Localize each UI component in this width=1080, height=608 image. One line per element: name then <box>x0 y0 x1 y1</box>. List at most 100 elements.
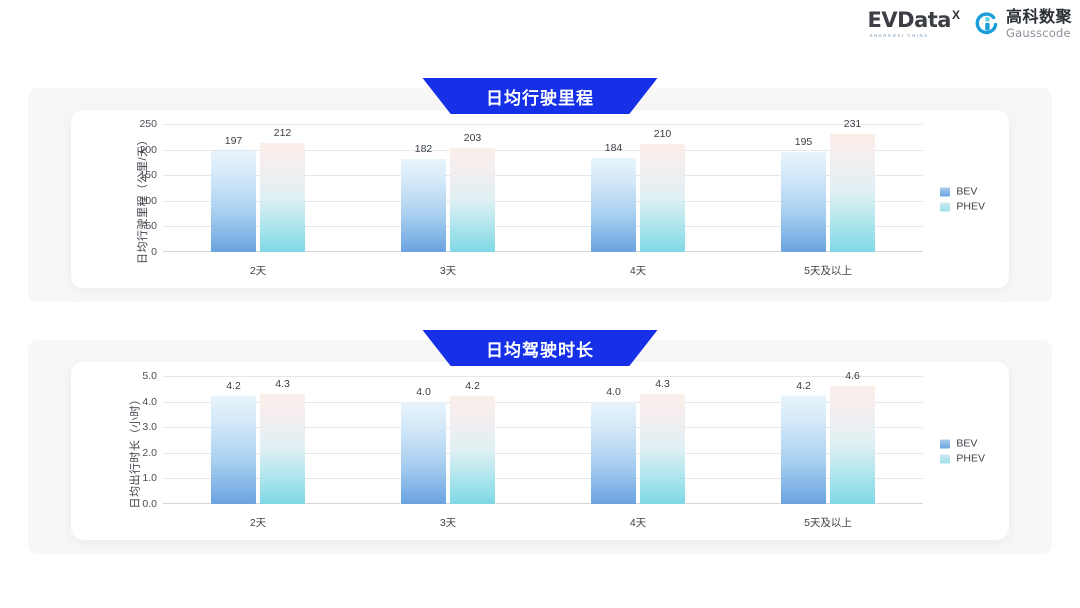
chart-mileage-group: 184 210 4天 <box>543 124 733 277</box>
chart-mileage-ytick: 50 <box>145 220 157 233</box>
chart-mileage-group: 197 212 2天 <box>163 124 353 277</box>
chart-mileage-gridline <box>163 149 923 151</box>
chart-duration-bar-bev: 4.0 <box>401 386 446 504</box>
chart-mileage-bar-bev: 182 <box>401 143 446 252</box>
chart-mileage-xtick: 2天 <box>249 265 267 277</box>
chart-duration-bar-value: 4.2 <box>226 380 241 393</box>
page-header: EV Data X SHANGHAI CHINA 高科数聚 Gausscode <box>0 0 1080 58</box>
chart-duration-group: 4.0 4.2 3天 <box>353 376 543 529</box>
chart-duration-legend-item-phev[interactable]: PHEV <box>940 453 985 465</box>
evdata-superscript-x: X <box>951 8 960 23</box>
chart-duration-bar-value: 4.2 <box>465 380 480 393</box>
chart-duration-xtick: 4天 <box>629 517 647 529</box>
chart-mileage-bar-phev: 210 <box>640 128 685 252</box>
legend-label: PHEV <box>956 452 985 465</box>
chart-duration-bar-phev: 4.3 <box>260 378 305 504</box>
section-duration-panel: 日均出行时长（小时） 0.0 1.0 2.0 3.0 4.0 5.0 4.2 4.3 2天 4.0… <box>28 340 1052 554</box>
chart-duration-ytick: 0.0 <box>142 498 157 510</box>
chart-mileage-ytick: 100 <box>139 194 157 207</box>
chart-mileage-bar-phev: 203 <box>450 132 495 252</box>
chart-mileage-group: 182 203 3天 <box>353 124 543 277</box>
chart-mileage-bar-value: 203 <box>463 132 482 145</box>
chart-mileage-group: 195 231 5天及以上 <box>733 118 923 277</box>
legend-label: PHEV <box>956 200 985 213</box>
chart-mileage-legend: BEV PHEV <box>940 186 985 213</box>
chart-duration-bar-value: 4.3 <box>655 377 670 390</box>
chart-duration-ytick: 3.0 <box>142 421 157 434</box>
chart-duration-bar-bev: 4.2 <box>211 380 256 504</box>
banner-duration: 日均驾驶时长 <box>422 330 658 366</box>
chart-duration-ytick: 5.0 <box>142 370 157 382</box>
chart-duration-bar-bev: 4.0 <box>591 386 636 504</box>
logo-group: EV Data X SHANGHAI CHINA 高科数聚 Gausscode <box>867 8 1072 39</box>
chart-mileage-ytick: 250 <box>139 118 157 130</box>
chart-mileage: 日均行驶里程（公里/天） 0 50 100 150 200 250 197 212 2天 182 2… <box>71 110 1009 288</box>
chart-duration-ytick: 2.0 <box>142 446 157 459</box>
chart-duration-xtick: 5天及以上 <box>804 517 852 529</box>
legend-swatch-icon <box>940 454 951 463</box>
section-duration-card: 日均出行时长（小时） 0.0 1.0 2.0 3.0 4.0 5.0 4.2 4.3 2天 4.0… <box>71 362 1009 540</box>
chart-mileage-ytick: 0 <box>151 246 157 258</box>
evdata-subtitle: SHANGHAI CHINA <box>869 33 929 39</box>
chart-duration-gridline <box>163 376 923 377</box>
chart-mileage-ytick: 150 <box>139 169 157 182</box>
chart-mileage-bar-value: 197 <box>224 135 243 148</box>
chart-mileage-bar-value: 210 <box>653 128 672 141</box>
chart-duration-legend-item-bev[interactable]: BEV <box>940 438 985 450</box>
chart-mileage-gridline <box>163 226 923 228</box>
chart-duration-gridline <box>163 452 923 454</box>
chart-mileage-bar-value: 231 <box>843 117 862 130</box>
chart-duration-bar-value: 4.2 <box>796 380 811 393</box>
chart-duration-group: 4.0 4.3 4天 <box>543 376 733 529</box>
chart-mileage-legend-item-phev[interactable]: PHEV <box>940 201 985 213</box>
legend-swatch-icon <box>940 439 951 448</box>
chart-mileage-bar-value: 184 <box>604 141 623 154</box>
chart-duration-gridline <box>163 478 923 480</box>
chart-duration: 日均出行时长（小时） 0.0 1.0 2.0 3.0 4.0 5.0 4.2 4.3 2天 4.0… <box>71 362 1009 540</box>
section-mileage-panel: 日均行驶里程（公里/天） 0 50 100 150 200 250 197 212 2天 182 2… <box>28 88 1052 302</box>
chart-duration-plot: 0.0 1.0 2.0 3.0 4.0 5.0 4.2 4.3 2天 4.0 4.2 3天 4.0 4.3… <box>142 370 923 529</box>
chart-mileage-xtick: 3天 <box>439 265 457 277</box>
gausscode-mark-icon <box>973 11 1000 38</box>
legend-swatch-icon <box>940 187 951 196</box>
chart-mileage-bar-value: 195 <box>794 136 813 149</box>
evdata-ev-text: EV <box>867 8 898 33</box>
evdata-wordmark: EV Data X <box>867 8 960 33</box>
evdata-data-text: Data <box>897 8 951 33</box>
chart-duration-group: 4.2 4.3 2天 <box>163 376 353 529</box>
chart-mileage-gridline <box>163 175 923 177</box>
chart-mileage-bar-phev: 231 <box>830 118 875 252</box>
chart-mileage-gridline <box>163 251 923 252</box>
gausscode-chinese-name: 高科数聚 <box>1005 9 1072 26</box>
gausscode-logo: 高科数聚 Gausscode <box>973 9 1072 39</box>
chart-duration-bar-value: 4.0 <box>416 385 431 398</box>
chart-duration-bar-bev: 4.2 <box>781 380 826 504</box>
chart-duration-bar-phev: 4.2 <box>450 380 495 504</box>
chart-duration-gridline <box>163 427 923 429</box>
chart-duration-bar-phev: 4.3 <box>640 378 685 504</box>
chart-mileage-gridline <box>163 200 923 202</box>
chart-duration-ytick: 4.0 <box>142 395 157 408</box>
chart-mileage-bar-value: 182 <box>414 142 433 155</box>
chart-duration-xtick: 2天 <box>249 517 267 529</box>
chart-mileage-bar-value: 212 <box>273 127 292 140</box>
chart-duration-ylabel: 日均出行时长（小时） <box>129 393 142 509</box>
evdata-logo: EV Data X SHANGHAI CHINA <box>867 8 960 39</box>
chart-mileage-bar-phev: 212 <box>260 127 305 252</box>
chart-duration-bar-value: 4.0 <box>606 385 621 398</box>
chart-mileage-plot: 0 50 100 150 200 250 197 212 2天 182 203 3天 184 210 4天 1… <box>139 118 923 277</box>
section-mileage-card: 日均行驶里程（公里/天） 0 50 100 150 200 250 197 212 2天 182 2… <box>71 110 1009 288</box>
chart-mileage-xtick: 5天及以上 <box>804 265 852 277</box>
chart-mileage-bar-bev: 184 <box>591 142 636 252</box>
chart-duration-bar-value: 4.3 <box>275 377 290 390</box>
legend-label: BEV <box>956 437 978 450</box>
chart-mileage-gridline <box>163 124 923 125</box>
chart-duration-ytick: 1.0 <box>142 472 157 485</box>
chart-mileage-bar-bev: 197 <box>211 135 256 252</box>
chart-duration-legend: BEV PHEV <box>940 438 985 465</box>
chart-duration-group: 4.2 4.6 5天及以上 <box>733 370 923 529</box>
chart-mileage-legend-item-bev[interactable]: BEV <box>940 186 985 198</box>
chart-mileage-ytick: 200 <box>139 143 157 156</box>
legend-swatch-icon <box>940 202 951 211</box>
